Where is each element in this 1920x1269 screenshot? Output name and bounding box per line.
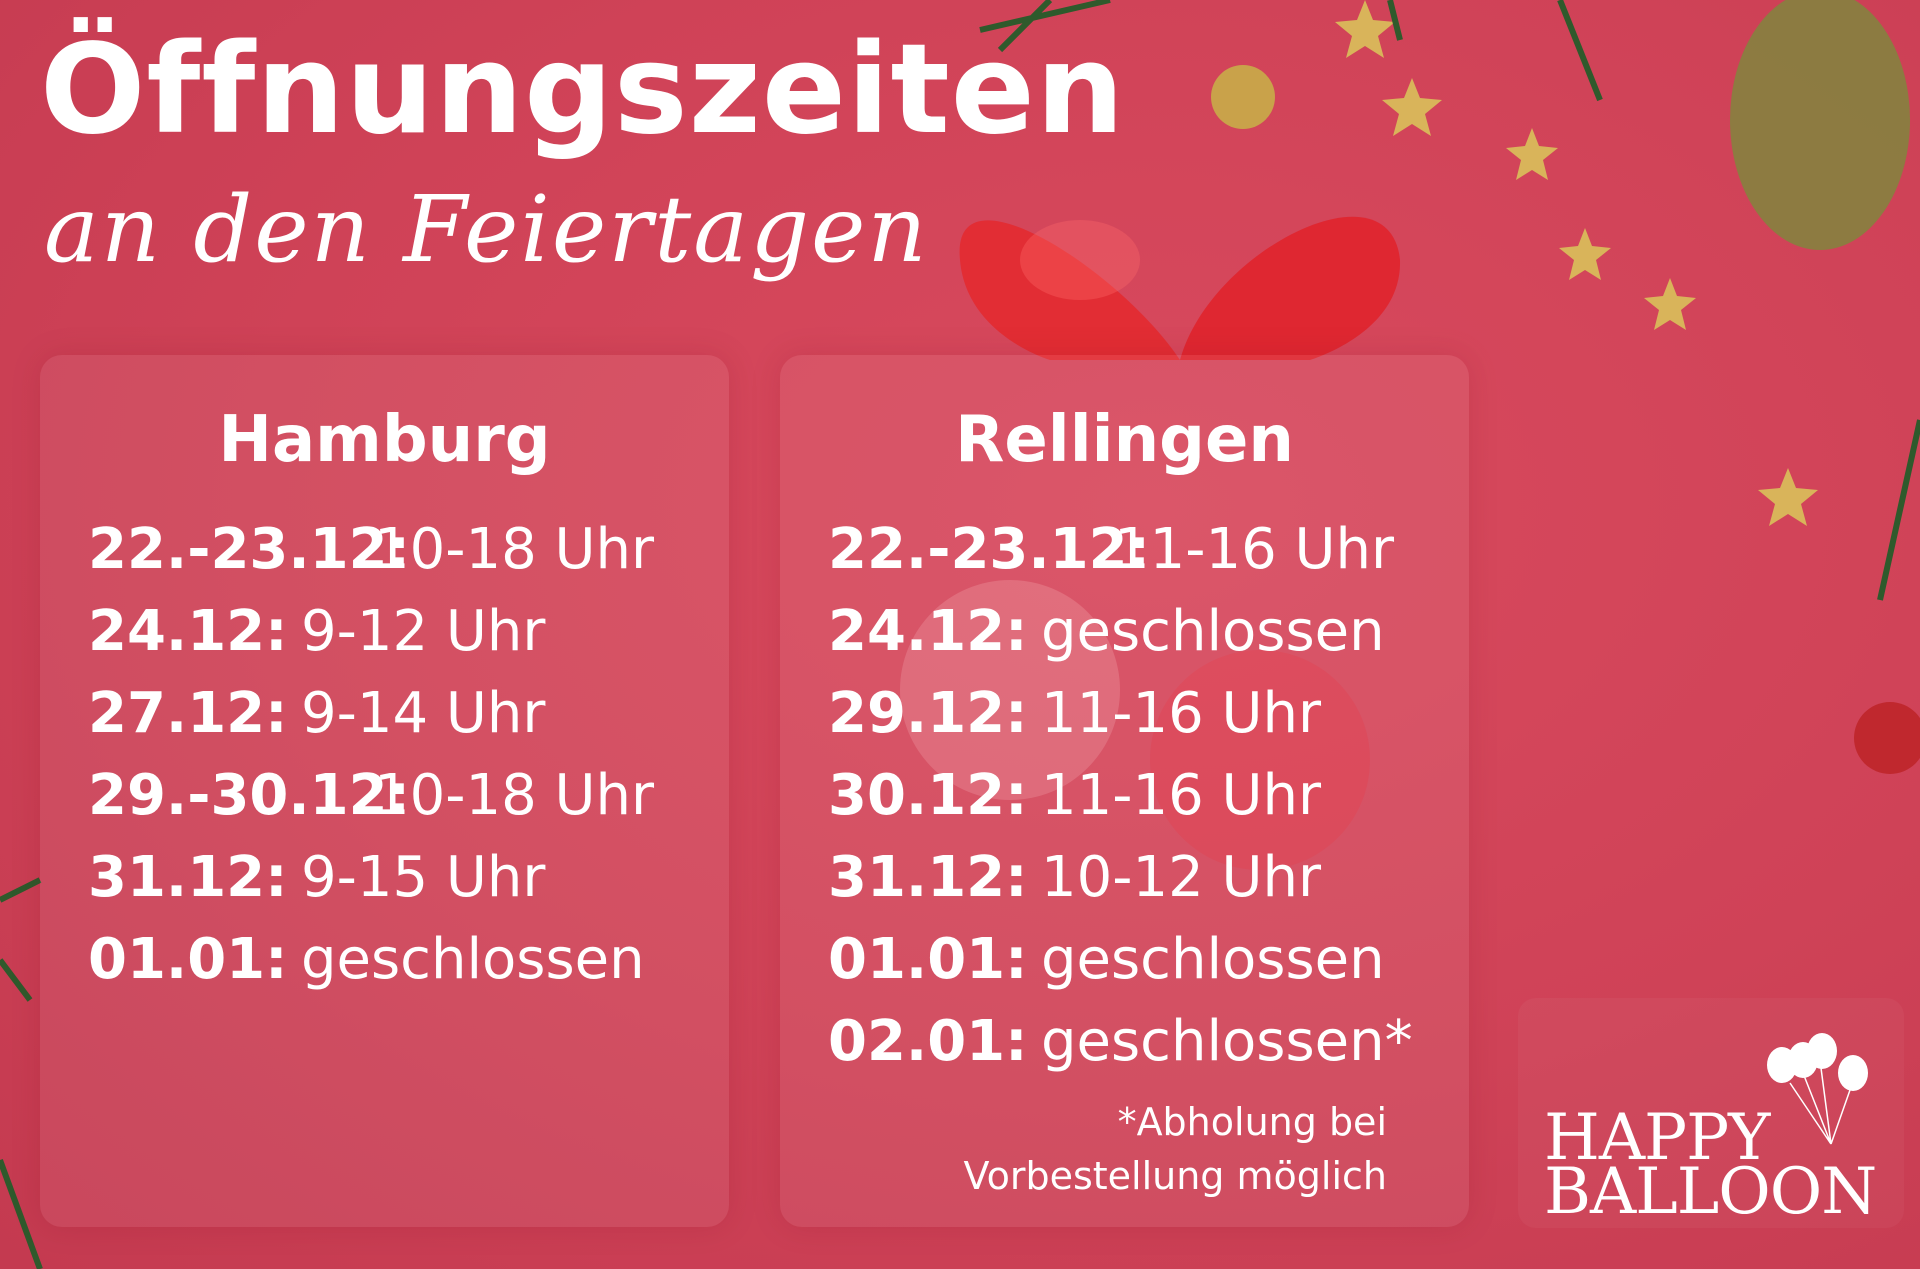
time: 11-16 Uhr (1041, 681, 1322, 746)
time: geschlossen* (1041, 1009, 1413, 1074)
hours-row: 24.12: geschlossen (828, 597, 1385, 667)
date: 02.01: (828, 1009, 1028, 1074)
logo-line2: BALLOON (1544, 1155, 1877, 1229)
date: 27.12: (88, 681, 288, 746)
hours-row: 22.-23.12: 11-16 Uhr (828, 515, 1394, 585)
time: 9-14 Uhr (301, 681, 546, 746)
date: 22.-23.12: (88, 517, 410, 582)
date: 31.12: (88, 845, 288, 910)
hours-row: 01.01: geschlossen (828, 925, 1385, 995)
hours-row: 24.12: 9-12 Uhr (88, 597, 545, 667)
location-card-rellingen: Rellingen 22.-23.12: 11-16 Uhr 24.12: gesc… (780, 355, 1469, 1227)
footnote: *Abholung bei Vorbestellung möglich (964, 1095, 1387, 1203)
time: geschlossen (1041, 599, 1385, 664)
time: geschlossen (301, 927, 645, 992)
hours-row: 22.-23.12: 10-18 Uhr (88, 515, 654, 585)
location-card-hamburg: Hamburg 22.-23.12: 10-18 Uhr 24.12: 9-12 U… (40, 355, 729, 1227)
location-name: Hamburg (218, 403, 551, 477)
logo-line1: HAPPY (1544, 1101, 1770, 1175)
date: 24.12: (88, 599, 288, 664)
date: 01.01: (828, 927, 1028, 992)
time: 9-15 Uhr (301, 845, 546, 910)
ornament-icon (1211, 65, 1275, 129)
time: 10-12 Uhr (1041, 845, 1322, 910)
date: 24.12: (828, 599, 1028, 664)
balloons-icon (1767, 1033, 1868, 1145)
foliage-icon (1730, 0, 1910, 250)
time: 9-12 Uhr (301, 599, 546, 664)
star-icons (1335, 0, 1818, 526)
footnote-line: *Abholung bei (1117, 1100, 1387, 1144)
happy-balloon-logo: HAPPY BALLOON (1518, 998, 1904, 1228)
date: 29.12: (828, 681, 1028, 746)
hours-row: 01.01: geschlossen (88, 925, 645, 995)
hours-row: 02.01: geschlossen* (828, 1007, 1413, 1077)
hours-row: 29.-30.12: 10-18 Uhr (88, 761, 654, 831)
time: geschlossen (1041, 927, 1385, 992)
date: 30.12: (828, 763, 1028, 828)
page-title: Öffnungszeiten (40, 18, 1126, 162)
page-subtitle: an den Feiertagen (44, 176, 929, 283)
heart-balloon-icon (959, 216, 1401, 360)
date: 22.-23.12: (828, 517, 1150, 582)
hours-row: 27.12: 9-14 Uhr (88, 679, 545, 749)
blurred-balloon-icon (900, 580, 1370, 870)
time: 11-16 Uhr (1041, 763, 1322, 828)
location-name: Rellingen (955, 403, 1294, 477)
time: 11-16 Uhr (1114, 517, 1395, 582)
hours-row: 29.12: 11-16 Uhr (828, 679, 1321, 749)
date: 31.12: (828, 845, 1028, 910)
time: 10-18 Uhr (374, 517, 655, 582)
footnote-line: Vorbestellung möglich (963, 1154, 1387, 1198)
hours-row: 31.12: 10-12 Uhr (828, 843, 1321, 913)
date: 01.01: (88, 927, 288, 992)
hours-row: 31.12: 9-15 Uhr (88, 843, 545, 913)
date: 29.-30.12: (88, 763, 410, 828)
ornament-icon (1854, 702, 1920, 774)
time: 10-18 Uhr (374, 763, 655, 828)
hours-row: 30.12: 11-16 Uhr (828, 761, 1321, 831)
